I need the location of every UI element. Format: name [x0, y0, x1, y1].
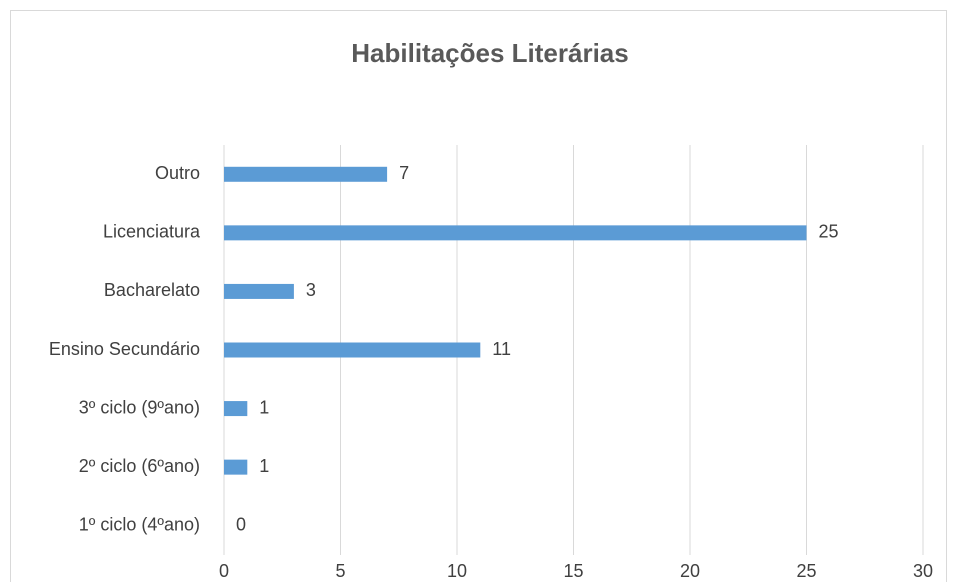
data-label: 3: [306, 280, 316, 300]
chart-border: [10, 10, 947, 582]
y-tick-label: Outro: [155, 163, 200, 183]
x-tick-label: 0: [219, 561, 229, 581]
data-label: 11: [492, 339, 511, 359]
data-label: 1: [259, 397, 269, 417]
x-tick-label: 5: [335, 561, 345, 581]
x-tick-label: 25: [796, 561, 816, 581]
x-tick-label: 10: [447, 561, 467, 581]
bar: [224, 459, 248, 475]
x-tick-label: 15: [563, 561, 583, 581]
bar: [224, 283, 294, 299]
bar: [224, 166, 388, 182]
y-tick-label: 2º ciclo (6ºano): [79, 456, 200, 476]
x-tick-label: 20: [680, 561, 700, 581]
data-label: 25: [819, 222, 839, 242]
y-tick-label: Bacharelato: [104, 280, 200, 300]
y-tick-label: 1º ciclo (4ºano): [79, 514, 200, 534]
data-label: 0: [236, 514, 246, 534]
bar: [224, 342, 481, 358]
data-label: 7: [399, 163, 409, 183]
chart-title: Habilitações Literárias: [351, 38, 628, 68]
bar: [224, 225, 807, 241]
y-tick-label: Ensino Secundário: [49, 339, 200, 359]
x-tick-label: 30: [913, 561, 933, 581]
bar: [224, 401, 248, 417]
y-tick-label: Licenciatura: [103, 222, 201, 242]
data-label: 1: [259, 456, 269, 476]
y-tick-label: 3º ciclo (9ºano): [79, 397, 200, 417]
